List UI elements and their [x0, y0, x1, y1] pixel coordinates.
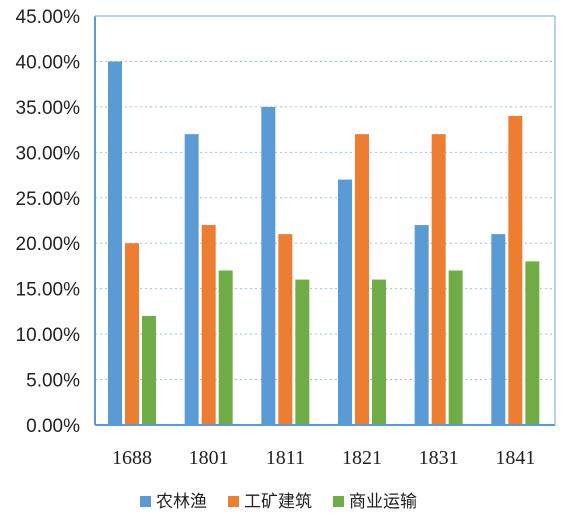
- legend: 农林渔 工矿建筑 商业运输: [140, 492, 417, 512]
- bar-1831-0: [414, 225, 429, 425]
- legend-swatch: [140, 496, 151, 507]
- bar-1688-1: [125, 243, 139, 425]
- y-tick-label: 15.00%: [16, 280, 81, 301]
- x-tick-label: 1831: [419, 447, 459, 469]
- bar-1831-1: [431, 134, 446, 425]
- bar-1688-2: [142, 315, 156, 425]
- gridlines: [95, 15, 555, 381]
- y-tick-label: 35.00%: [16, 98, 81, 119]
- legend-label: 工矿建筑: [244, 492, 312, 512]
- bar-1841-1: [508, 115, 523, 425]
- bar-1811-2: [295, 279, 310, 425]
- x-tick-label: 1688: [112, 447, 152, 469]
- y-tick-label: 5.00%: [26, 371, 80, 392]
- y-tick-label: 20.00%: [16, 234, 81, 255]
- bars: [108, 61, 540, 425]
- bar-1801-0: [184, 134, 199, 425]
- y-tick-label: 25.00%: [16, 189, 81, 210]
- axes: [94, 15, 556, 426]
- x-axis-ticks: 1688 1801 1811 1821 1831 1841: [112, 447, 535, 469]
- bar-1821-2: [372, 279, 386, 425]
- bar-1688-0: [108, 61, 122, 425]
- bar-1811-0: [261, 106, 276, 425]
- bar-1801-1: [201, 225, 216, 425]
- legend-label: 农林渔: [156, 492, 207, 512]
- x-tick-label: 1801: [189, 447, 229, 469]
- bar-1841-2: [525, 261, 540, 425]
- y-tick-label: 30.00%: [16, 143, 81, 164]
- legend-swatch: [333, 496, 344, 507]
- bar-1821-1: [355, 134, 369, 425]
- legend-label: 商业运输: [349, 492, 417, 512]
- bar-1831-2: [448, 270, 463, 425]
- x-tick-label: 1841: [495, 447, 535, 469]
- x-tick-label: 1821: [342, 447, 382, 469]
- legend-swatch: [228, 496, 239, 507]
- y-tick-label: 0.00%: [26, 416, 80, 437]
- bar-1811-1: [278, 234, 293, 425]
- bar-1801-2: [218, 270, 233, 425]
- bar-1841-0: [491, 234, 506, 425]
- x-tick-label: 1811: [266, 447, 305, 469]
- y-tick-label: 40.00%: [16, 52, 81, 73]
- y-axis-ticks: 0.00% 5.00% 10.00% 15.00% 20.00% 25.00% 30.00%…: [16, 7, 81, 437]
- y-tick-label: 45.00%: [16, 7, 81, 28]
- y-tick-label: 10.00%: [16, 325, 81, 346]
- bar-1821-0: [338, 179, 352, 425]
